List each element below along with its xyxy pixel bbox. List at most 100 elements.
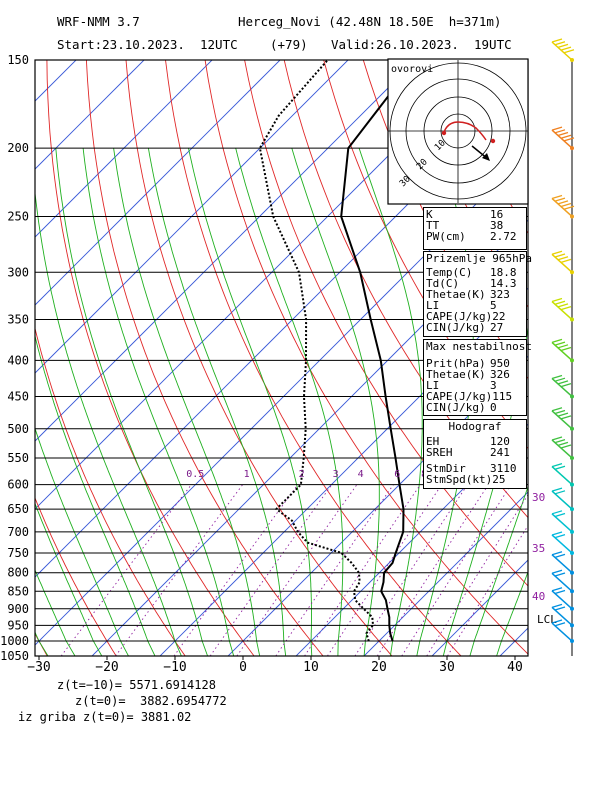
pressure-tick-label: 850: [7, 584, 29, 598]
pressure-tick-label: 150: [7, 53, 29, 67]
moist-adiabat: [35, 502, 103, 656]
temp-tick-label: 40: [507, 660, 523, 675]
wind-barb: [551, 436, 574, 460]
mixing-ratio-label: 0.5: [186, 469, 204, 480]
indices-box: K 16 TT 38 PW(cm) 2.72: [423, 207, 527, 250]
temp-tick-label: −20: [95, 660, 118, 675]
mixing-ratio-line: [401, 484, 512, 656]
wind-barb: [551, 603, 574, 628]
mixing-ratio-line: [60, 484, 192, 656]
hodograph-ring: [405, 78, 511, 184]
dry-adiabat: [85, 60, 324, 656]
isotherm: [35, 60, 281, 306]
mixing-ratio-label: 1: [244, 469, 250, 480]
temp-tick-label: 20: [371, 660, 387, 675]
moist-adiabat: [147, 148, 287, 656]
moist-adiabat: [358, 147, 423, 656]
isotherm: [35, 60, 213, 238]
model-name: WRF-NMM 3.7: [57, 14, 140, 29]
wind-barb: [551, 569, 574, 594]
height-t-minus10: z(t=−10)= 5571.6914128: [57, 678, 216, 692]
isotherm: [35, 60, 145, 170]
mixing-ratio-line: [275, 484, 394, 656]
moist-adiabat: [35, 189, 182, 656]
hodograph-title: Hodograf: [448, 420, 502, 433]
plot-frame: [34, 59, 529, 657]
side-label: 35: [532, 542, 545, 555]
isotherm: [35, 60, 417, 442]
wind-barb: [551, 126, 575, 151]
mixing-ratio-line: [354, 484, 468, 656]
isotherm: [363, 491, 528, 656]
height-t-zero-grib: iz griba z(t=0)= 3881.02: [18, 710, 192, 724]
pressure-tick-label: 550: [7, 451, 29, 465]
temp-tick-label: −30: [27, 660, 50, 675]
mixing-ratio-line: [447, 524, 528, 656]
temp-tick-label: 0: [239, 660, 247, 675]
dry-adiabat: [561, 60, 600, 656]
mixing-ratio-label: 2: [299, 469, 305, 480]
isotherm: [35, 60, 485, 510]
pressure-tick-label: 950: [7, 618, 29, 632]
hodograph-ring: [389, 62, 527, 200]
lead-hours: (+79): [270, 37, 308, 52]
pressure-tick-label: 450: [7, 389, 29, 403]
surface-box: Prizemlje 965hPa Temp(C) 18.8 Td(C) 14.3 T…: [423, 251, 532, 337]
mixing-ratio-line: [376, 484, 489, 656]
pressure-tick-label: 1000: [0, 634, 29, 648]
temp-tick-label: 10: [303, 660, 319, 675]
wind-barb: [551, 587, 574, 611]
wind-barb: [551, 194, 575, 219]
moist-adiabat: [35, 334, 156, 656]
moist-adiabat: [55, 148, 209, 656]
pressure-tick-label: 500: [7, 422, 29, 436]
hodograph-box: Hodograf EH 120 SREH 241 StmDir 3110 StmSpd…: [423, 419, 527, 489]
mixing-ratio-line: [327, 484, 443, 656]
hodograph-trace: [443, 121, 487, 141]
wind-barb: [551, 551, 574, 575]
pressure-tick-label: 600: [7, 478, 29, 492]
height-t-zero: z(t=0)= 3882.6954772: [75, 694, 227, 708]
temp-tick-label: −10: [163, 660, 186, 675]
max-instability-box: Max nestabilnost Prit(hPa) 950 Thetae(K) 3…: [423, 339, 532, 416]
mixing-ratio-line: [304, 484, 421, 656]
wind-barb: [551, 487, 574, 512]
moist-adiabat: [496, 570, 528, 656]
moist-adiabat: [291, 147, 380, 656]
surface-title: Prizemlje 965hPa: [426, 252, 532, 265]
wind-barb: [551, 297, 574, 322]
wind-barb: [551, 510, 574, 534]
pressure-tick-label: 1050: [0, 649, 29, 663]
index-row: PW(cm) 2.72: [426, 230, 517, 243]
wind-barb: [551, 38, 575, 62]
dry-adiabat: [520, 60, 528, 76]
moist-adiabat: [35, 569, 76, 656]
mixing-ratio-line: [115, 484, 244, 656]
dewpoint-profile: [258, 60, 375, 642]
pressure-tick-label: 800: [7, 566, 29, 580]
mixing-ratio-line: [209, 484, 333, 656]
wind-barb: [551, 250, 574, 275]
index-row: K 16: [426, 208, 504, 221]
isotherm: [91, 219, 528, 656]
mixing-ratio-label: 3: [333, 469, 339, 480]
start-time: Start:23.10.2023. 12UTC: [57, 37, 238, 52]
isotherm: [35, 60, 349, 374]
wind-barb: [551, 619, 574, 644]
wind-barb: [551, 462, 574, 487]
moist-adiabat: [35, 427, 129, 656]
moist-adiabat: [113, 148, 261, 656]
side-label: 30: [532, 491, 545, 504]
hodograph-ring: [423, 96, 493, 166]
pressure-tick-label: 300: [7, 265, 29, 279]
valid-time: Valid:26.10.2023. 19UTC: [331, 37, 512, 52]
side-label: 40: [532, 590, 545, 603]
wind-barb: [551, 374, 574, 399]
moist-adiabat: [188, 148, 313, 656]
pressure-tick-label: 250: [7, 209, 29, 223]
moist-adiabat: [235, 147, 344, 656]
moist-adiabat: [469, 485, 528, 656]
pressure-tick-label: 750: [7, 546, 29, 560]
